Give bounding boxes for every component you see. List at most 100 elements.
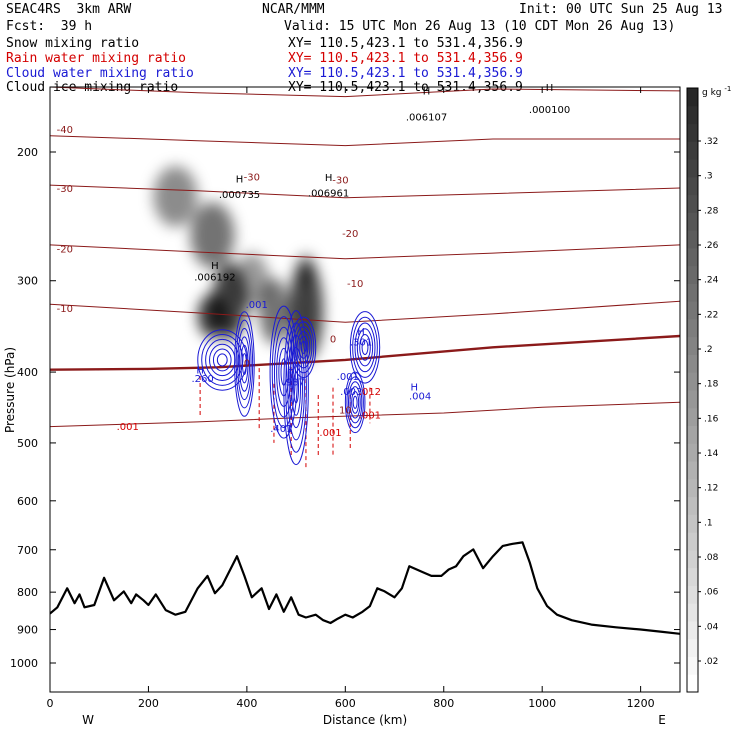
contour-value-label: .001 <box>117 422 139 433</box>
temperature-contour <box>50 244 680 260</box>
colorbar-segment <box>687 496 698 515</box>
colorbar-tick-label: .12 <box>704 484 718 494</box>
east-label: E <box>658 713 666 727</box>
colorbar-tick-label: .22 <box>704 310 718 320</box>
x-tick-label: 200 <box>138 697 159 710</box>
contour-value-label: .003 <box>340 387 362 398</box>
temperature-contour-label: 10 <box>339 405 352 416</box>
colorbar-tick-label: .16 <box>704 414 719 424</box>
colorbar-segment <box>687 620 698 640</box>
cloud-water-contour <box>300 340 307 354</box>
cloud-water-contour <box>240 344 249 384</box>
y-tick-label: 500 <box>17 437 38 450</box>
y-tick-label: 300 <box>17 275 38 288</box>
temperature-contour-label: -10 <box>347 279 363 290</box>
snow-shading <box>197 293 228 338</box>
cloud-water-contour <box>349 386 361 419</box>
plot-frame <box>49 86 681 693</box>
temperature-contour <box>50 300 680 323</box>
colorbar-tick-label: .06 <box>704 588 719 598</box>
cloud-water-contour <box>344 371 366 434</box>
colorbar-tick-label: .04 <box>704 622 719 632</box>
cloud-water-contour <box>352 395 358 409</box>
snow-shading <box>234 253 269 309</box>
colorbar-tick-label: .18 <box>704 380 719 390</box>
cloud-water-contour <box>241 353 247 375</box>
colorbar-segment <box>687 159 698 178</box>
cloud-water-contour <box>238 336 251 392</box>
snow-shading <box>259 277 289 344</box>
colorbar-segment <box>687 478 698 498</box>
cloud-water-contour <box>291 359 302 416</box>
x-axis-label: Distance (km) <box>323 713 407 727</box>
init-time: Init: 00 UTC Sun 25 Aug 13 <box>519 2 723 17</box>
temperature-contour-label: -40 <box>57 125 73 136</box>
colorbar-segment <box>687 230 698 249</box>
colorbar-segment <box>687 212 698 231</box>
colorbar-segment <box>687 354 698 373</box>
contour-value-label: .001 <box>246 300 268 311</box>
temperature-contour <box>50 87 680 98</box>
colorbar-unit: g kg -1 <box>702 85 731 98</box>
y-tick-label: 900 <box>17 624 38 637</box>
y-axis-label: Pressure (hPa) <box>3 347 17 433</box>
colorbar-segment <box>687 318 698 338</box>
contour-value-label: H <box>325 173 333 184</box>
temperature-contour-label: 0 <box>330 335 336 346</box>
cloud-water-contour <box>292 321 315 374</box>
cloud-water-contour <box>347 381 363 424</box>
colorbar-tick-label: .28 <box>704 206 719 216</box>
colorbar-segment <box>687 514 698 533</box>
colorbar-segment <box>687 603 698 622</box>
y-tick-label: 600 <box>17 495 38 508</box>
snow-shading <box>296 253 316 287</box>
colorbar-segment <box>687 425 698 444</box>
contour-value-label: H <box>211 261 219 272</box>
temperature-contour <box>50 401 680 428</box>
contour-value-label: H <box>423 87 431 98</box>
colorbar-segment <box>687 265 698 284</box>
cloud-water-contour <box>296 331 311 364</box>
colorbar-segment <box>687 656 698 675</box>
colorbar-unit-exponent: -1 <box>724 85 731 93</box>
x-tick-label: 1000 <box>528 697 556 710</box>
contour-value-label: .987 <box>283 377 305 388</box>
temperature-contour-label: -10 <box>57 304 73 315</box>
cloud-water-contour <box>273 326 294 418</box>
colorbar-segment <box>687 123 698 142</box>
contour-value-label: H <box>357 327 365 338</box>
forecast-hour: Fcst: 39 h <box>6 19 93 34</box>
contour-value-label: H <box>410 383 418 394</box>
cloud-water-contour <box>237 328 252 401</box>
cloud-water-contour <box>269 305 299 439</box>
temperature-contour-label: -30 <box>244 172 260 183</box>
temperature-contour <box>50 135 680 147</box>
contour-value-label: H <box>287 366 295 377</box>
colorbar-segment <box>687 443 698 462</box>
colorbar-segment <box>687 336 698 355</box>
y-tick-label: 1000 <box>10 657 38 670</box>
colorbar-segment <box>687 194 698 213</box>
cloud-water-contour <box>346 376 364 429</box>
colorbar-segment <box>687 407 698 427</box>
contour-value-label: .260 <box>191 374 213 385</box>
cloud-water-contour <box>356 328 374 367</box>
temperature-contour-label: -30 <box>57 184 73 195</box>
field-name-cloud-water: Cloud water mixing ratio <box>6 66 194 81</box>
contour-value-label: .004 <box>409 391 431 402</box>
colorbar-segment <box>687 105 698 125</box>
cloud-water-contour <box>354 322 376 373</box>
contour-value-label: .001 <box>319 428 341 439</box>
contour-value-label: .001 <box>337 372 359 383</box>
cloud-water-contour <box>216 353 228 367</box>
contour-value-label: .401 <box>270 424 292 435</box>
x-tick-label: 800 <box>433 697 454 710</box>
y-tick-label: 200 <box>17 146 38 159</box>
model-title: SEAC4RS 3km ARW <box>6 2 132 17</box>
y-tick-label: 800 <box>17 586 38 599</box>
colorbar-segment <box>687 176 698 196</box>
colorbar-segment <box>687 390 698 409</box>
colorbar-segment <box>687 247 698 267</box>
contour-value-label: .006192 <box>194 273 235 284</box>
